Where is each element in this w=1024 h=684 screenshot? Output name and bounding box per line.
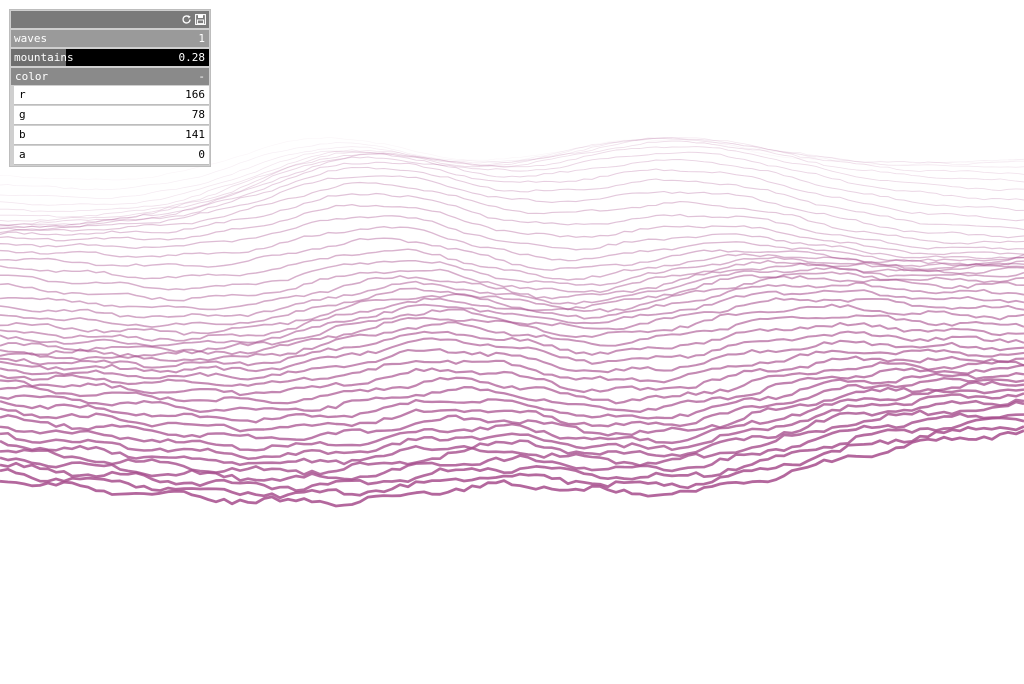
wave-line <box>0 266 1024 319</box>
wave-line <box>0 262 1024 311</box>
collapse-icon[interactable]: - <box>198 70 205 83</box>
wave-line <box>0 138 1024 212</box>
color-a-value: 0 <box>198 148 205 161</box>
save-icon[interactable] <box>195 14 206 25</box>
wave-line <box>0 392 1024 460</box>
wave-line <box>0 377 1024 433</box>
color-r-field[interactable]: r 166 <box>14 86 209 105</box>
wave-line <box>0 137 1024 191</box>
wave-line <box>0 339 1024 381</box>
color-g-field[interactable]: g 78 <box>14 106 209 125</box>
wave-line <box>0 215 1024 260</box>
wave-line <box>0 416 1024 492</box>
wave-line <box>0 360 1024 405</box>
wave-line <box>0 226 1024 262</box>
mountains-slider[interactable]: mountains 0.28 <box>11 49 209 66</box>
wave-line <box>0 380 1024 442</box>
wave-line <box>0 363 1024 414</box>
wave-line <box>0 400 1024 476</box>
waves-slider[interactable]: waves 1 <box>11 30 209 47</box>
color-r-value: 166 <box>185 88 205 101</box>
panel-titlebar <box>11 11 209 28</box>
wave-line <box>0 275 1024 336</box>
wave-line <box>0 303 1024 358</box>
color-group-header[interactable]: color - <box>11 68 209 85</box>
wave-line <box>0 372 1024 424</box>
wave-line <box>0 314 1024 362</box>
wave-line <box>0 137 1024 206</box>
wave-line <box>0 271 1024 328</box>
wave-line <box>0 348 1024 387</box>
wave-line <box>0 151 1024 226</box>
color-b-label: b <box>19 128 26 141</box>
wave-line <box>0 181 1024 245</box>
mountains-label: mountains <box>14 51 74 64</box>
color-b-field[interactable]: b 141 <box>14 126 209 145</box>
control-panel: waves 1 mountains 0.28 color - r 166 g 7… <box>9 9 211 167</box>
wave-line <box>0 259 1024 302</box>
wave-line <box>0 388 1024 452</box>
mountains-slider-fill <box>11 49 67 66</box>
color-group-label: color <box>15 70 49 83</box>
wave-line <box>0 175 1024 239</box>
wave-line <box>0 289 1024 348</box>
color-b-value: 141 <box>185 128 205 141</box>
wave-line <box>0 156 1024 227</box>
wave-line <box>0 137 1024 181</box>
wave-line <box>0 136 1024 199</box>
wave-line <box>0 140 1024 218</box>
color-g-label: g <box>19 108 26 121</box>
waves-label: waves <box>14 32 48 45</box>
wave-line <box>0 166 1024 231</box>
wave-line <box>0 412 1024 482</box>
wave-line <box>0 425 1024 500</box>
wave-line <box>0 161 1024 229</box>
wave-line <box>0 281 1024 342</box>
color-a-label: a <box>19 148 26 161</box>
wave-line <box>0 256 1024 291</box>
wave-line <box>0 203 1024 256</box>
waves-slider-fill <box>11 30 209 47</box>
wave-line <box>0 248 1024 281</box>
wave-line <box>0 398 1024 467</box>
wave-line <box>0 322 1024 369</box>
wave-line <box>0 429 1024 508</box>
wave-line <box>0 192 1024 251</box>
waves-value: 1 <box>198 32 205 45</box>
refresh-icon[interactable] <box>181 14 192 25</box>
color-g-value: 78 <box>191 108 205 121</box>
color-r-label: r <box>19 88 26 101</box>
wave-line <box>0 355 1024 397</box>
wave-line <box>0 330 1024 374</box>
mountains-value: 0.28 <box>178 51 206 64</box>
wave-line <box>0 237 1024 271</box>
wave-line <box>0 146 1024 222</box>
color-a-field[interactable]: a 0 <box>14 146 209 165</box>
